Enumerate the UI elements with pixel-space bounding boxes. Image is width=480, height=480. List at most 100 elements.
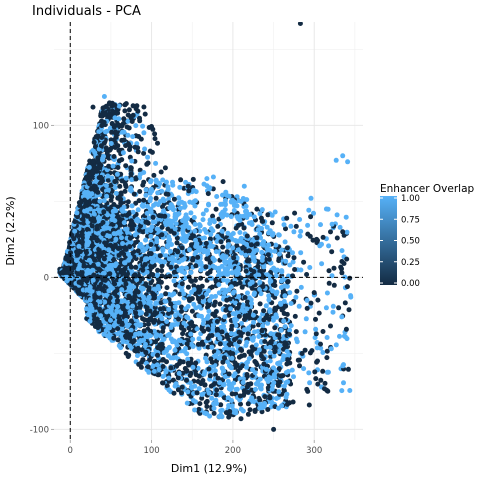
data-point	[94, 223, 100, 229]
data-point	[213, 309, 219, 315]
data-point	[85, 242, 90, 248]
data-point	[185, 389, 191, 395]
data-point	[206, 308, 212, 314]
data-point	[112, 145, 118, 150]
plot-panel	[54, 22, 363, 440]
data-point	[196, 313, 202, 319]
data-point	[120, 241, 126, 246]
data-point	[172, 312, 178, 318]
data-point	[112, 179, 118, 184]
data-point	[81, 263, 87, 269]
data-point	[219, 407, 225, 413]
data-point	[204, 404, 210, 409]
data-point	[104, 266, 110, 272]
data-point	[116, 343, 122, 349]
data-point	[77, 249, 83, 255]
data-point	[115, 331, 121, 337]
data-point	[155, 352, 160, 358]
data-point	[284, 401, 290, 407]
data-point	[112, 263, 118, 269]
data-point	[198, 275, 204, 281]
data-point	[97, 198, 103, 204]
data-point	[192, 407, 198, 413]
data-point	[205, 326, 211, 332]
data-point	[212, 299, 218, 305]
data-point	[180, 331, 186, 337]
data-point	[86, 231, 92, 237]
data-point	[125, 132, 131, 138]
data-point	[257, 397, 263, 403]
data-point	[145, 154, 151, 160]
data-point	[106, 163, 112, 169]
data-point	[95, 230, 101, 236]
data-point	[109, 129, 115, 135]
data-point	[91, 211, 97, 217]
data-point	[105, 206, 111, 212]
data-point	[257, 317, 262, 323]
data-point	[216, 282, 222, 288]
data-point	[75, 266, 81, 272]
data-point	[105, 225, 111, 231]
data-point	[123, 310, 128, 316]
data-point	[140, 182, 146, 188]
data-point	[185, 315, 191, 321]
data-point	[96, 320, 101, 326]
data-point	[147, 148, 153, 154]
data-point	[71, 236, 77, 242]
data-point	[90, 169, 96, 175]
data-point	[97, 284, 103, 290]
data-point	[183, 346, 188, 351]
data-point	[196, 406, 202, 412]
data-point	[196, 336, 202, 342]
data-point	[96, 165, 102, 171]
data-point	[126, 251, 131, 257]
data-point	[229, 391, 235, 397]
data-point	[178, 304, 184, 310]
data-point	[85, 190, 91, 196]
data-point	[268, 331, 274, 337]
data-point	[126, 352, 132, 358]
data-points	[57, 22, 354, 432]
data-point	[123, 101, 129, 107]
data-point	[100, 220, 106, 225]
data-point	[89, 223, 95, 229]
data-point	[198, 267, 204, 273]
data-point	[182, 306, 188, 312]
data-point	[110, 108, 116, 114]
data-point	[125, 199, 131, 205]
data-point	[112, 185, 118, 190]
data-point	[105, 173, 111, 179]
data-point	[153, 333, 159, 339]
data-point	[129, 158, 135, 164]
data-point	[125, 304, 131, 310]
data-point	[122, 260, 127, 266]
data-point	[211, 405, 217, 411]
data-point	[267, 350, 273, 356]
data-point	[173, 354, 179, 360]
data-point	[193, 360, 199, 366]
data-point	[76, 279, 82, 285]
data-point	[102, 112, 108, 118]
data-point	[237, 393, 243, 399]
data-point	[141, 130, 147, 136]
data-point	[127, 289, 133, 295]
data-point	[85, 269, 91, 275]
data-point	[230, 311, 236, 317]
data-point	[188, 331, 194, 337]
data-point	[123, 163, 129, 169]
data-point	[146, 125, 152, 130]
data-point	[141, 170, 147, 175]
data-point	[127, 147, 132, 153]
data-point	[151, 312, 157, 318]
data-point	[204, 398, 210, 404]
data-point	[174, 342, 180, 348]
data-point	[137, 189, 143, 194]
data-point	[72, 285, 78, 291]
data-point	[99, 123, 105, 129]
data-point	[82, 190, 88, 196]
data-point	[143, 237, 149, 243]
data-point	[119, 326, 125, 332]
data-point	[119, 137, 125, 143]
data-point	[201, 328, 207, 334]
data-point	[100, 105, 106, 111]
